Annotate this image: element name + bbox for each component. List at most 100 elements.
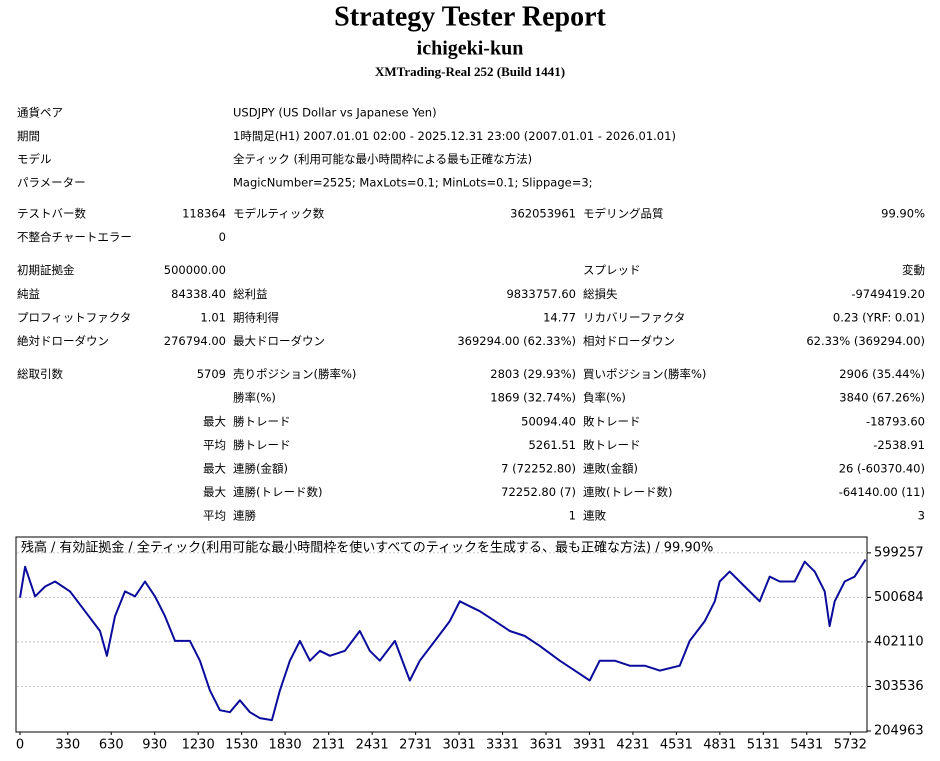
legend-text: / 全ティック(利用可能な最小時間枠を使いすべてのティックを生成する、最も正確な… [128,540,713,556]
x-tick-label: 5431 [790,738,823,753]
legend-entry: 残高 [21,540,47,556]
result-label: 純益 [17,287,40,301]
y-tick-label: 303536 [874,679,924,694]
result-label: リカバリーファクタ [583,310,685,324]
result-value: 500000.00 [164,263,226,277]
result-value: 最大 [203,485,226,499]
result-label: 勝率(%) [233,391,276,405]
result-value: 84338.40 [171,287,226,301]
result-label: 敗トレード [583,438,641,452]
result-label: 連敗(金額) [583,462,638,476]
result-label: 連敗 [583,509,606,523]
result-label: 総損失 [583,287,618,301]
result-value: 最大 [203,414,226,428]
result-label: 期待利得 [233,310,279,324]
result-value: 276794.00 [164,334,226,348]
result-value: 1.01 [200,310,226,324]
result-value: 72252.80 (7) [501,485,576,499]
result-value: 平均 [203,509,226,523]
result-value: -18793.60 [866,414,925,428]
result-label: 負率(%) [583,391,626,405]
result-label: 連勝(金額) [233,462,288,476]
x-tick-label: 3931 [573,738,606,753]
result-label: 敗トレード [583,414,641,428]
x-tick-label: 5131 [747,738,780,753]
result-label: モデルティック数 [233,207,325,221]
result-value: 平均 [203,438,226,452]
x-tick-label: 2431 [356,738,389,753]
result-value: 14.77 [543,310,576,324]
server-name: XMTrading-Real 252 (Build 1441) [375,64,565,79]
legend-text: / [51,541,56,556]
result-value: 26 (-60370.40) [839,462,925,476]
x-tick-label: 630 [99,738,124,753]
result-label: 連敗(トレード数) [583,485,672,499]
result-value: 1869 (32.74%) [490,391,576,405]
x-tick-label: 1230 [182,738,215,753]
setting-value: MagicNumber=2525; MaxLots=0.1; MinLots=0… [233,175,593,189]
x-tick-label: 1830 [269,738,302,753]
x-tick-label: 1530 [225,738,258,753]
x-tick-label: 5732 [834,738,867,753]
result-label: テストバー数 [17,207,86,221]
result-label: 総取引数 [17,367,63,381]
result-value: -9749419.20 [851,287,925,301]
result-value: 99.90% [881,207,925,221]
legend-text: 有効証拠金 [59,540,124,556]
result-value: 3840 (67.26%) [839,391,925,405]
result-value: 2803 (29.93%) [490,367,576,381]
result-label: 買いポジション(勝率%) [583,367,706,381]
result-value: 62.33% (369294.00) [806,334,925,348]
result-label: 連勝(トレード数) [233,485,322,499]
chart-frame [15,536,868,733]
result-label: モデリング品質 [583,207,664,221]
result-value: 変動 [902,263,925,277]
expert-name: ichigeki-kun [417,38,524,60]
y-tick-label: 599257 [874,545,924,560]
result-value: 50094.40 [521,414,576,428]
result-value: 5261.51 [528,438,576,452]
balance-line [19,559,867,722]
result-label: スプレッド [583,263,641,277]
setting-label: パラメーター [17,175,86,189]
y-tick-label: 204963 [874,724,924,739]
result-label: 売りポジション(勝率%) [233,367,356,381]
y-tick-label: 402110 [874,634,924,649]
result-label: 勝トレード [233,438,291,452]
result-label: 連勝 [233,509,256,523]
setting-label: 通貨ペア [17,106,63,120]
x-tick-label: 4231 [616,738,649,753]
x-tick-label: 330 [55,738,80,753]
x-tick-label: 4831 [703,738,736,753]
result-value: 0.23 (YRF: 0.01) [833,310,925,324]
result-label: 絶対ドローダウン [17,334,109,348]
result-value: 118364 [182,207,226,221]
setting-label: 期間 [17,129,40,143]
result-label: 総利益 [233,287,268,301]
y-tick-label: 500684 [874,590,924,605]
result-value: 5709 [197,367,226,381]
result-value: -64140.00 (11) [839,485,925,499]
result-label: 相対ドローダウン [583,334,675,348]
x-tick-label: 2731 [399,738,432,753]
setting-value: USDJPY (US Dollar vs Japanese Yen) [233,106,437,120]
x-tick-label: 3331 [486,738,519,753]
result-label: 初期証拠金 [17,263,75,277]
result-label: 不整合チャートエラー [17,230,132,244]
setting-value: 1時間足(H1) 2007.01.01 02:00 - 2025.12.31 2… [233,129,676,143]
result-value: 最大 [203,462,226,476]
setting-value: 全ティック (利用可能な最小時間枠による最も正確な方法) [233,152,532,166]
result-value: 369294.00 (62.33%) [457,334,576,348]
result-value: 9833757.60 [506,287,576,301]
x-tick-label: 930 [142,738,167,753]
result-label: 最大ドローダウン [233,334,325,348]
x-tick-label: 3031 [443,738,476,753]
result-value: 0 [219,230,226,244]
x-tick-label: 0 [16,738,24,753]
result-value: 3 [918,509,925,523]
report-title: Strategy Tester Report [334,1,606,32]
x-tick-label: 4531 [660,738,693,753]
result-value: 7 (72252.80) [501,462,576,476]
result-label: プロフィットファクタ [17,310,131,324]
